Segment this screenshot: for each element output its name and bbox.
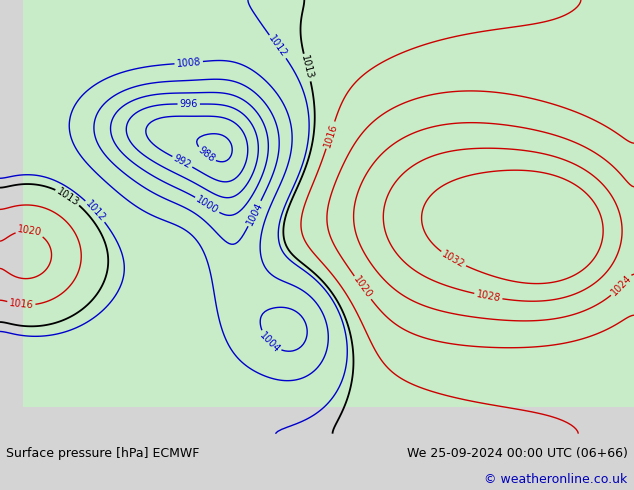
Text: 1028: 1028 [476, 289, 501, 304]
Text: 988: 988 [196, 145, 217, 164]
Text: 1024: 1024 [609, 273, 633, 298]
Text: 1032: 1032 [440, 249, 467, 270]
Text: We 25-09-2024 00:00 UTC (06+66): We 25-09-2024 00:00 UTC (06+66) [407, 447, 628, 460]
Text: 1020: 1020 [16, 224, 42, 238]
Text: 1013: 1013 [55, 186, 81, 208]
Text: 1008: 1008 [176, 57, 202, 69]
Text: 1012: 1012 [266, 34, 289, 60]
Text: 1013: 1013 [299, 54, 315, 81]
Text: 1004: 1004 [245, 200, 264, 227]
Text: 1012: 1012 [84, 198, 107, 223]
Text: 1016: 1016 [8, 298, 34, 311]
Text: 1004: 1004 [257, 330, 281, 354]
Text: 1000: 1000 [194, 194, 220, 216]
Text: 1016: 1016 [322, 122, 339, 148]
Text: © weatheronline.co.uk: © weatheronline.co.uk [484, 473, 628, 487]
Text: 1020: 1020 [351, 275, 374, 300]
Text: Surface pressure [hPa] ECMWF: Surface pressure [hPa] ECMWF [6, 447, 200, 460]
Text: 992: 992 [172, 153, 193, 171]
Text: 996: 996 [179, 99, 198, 109]
